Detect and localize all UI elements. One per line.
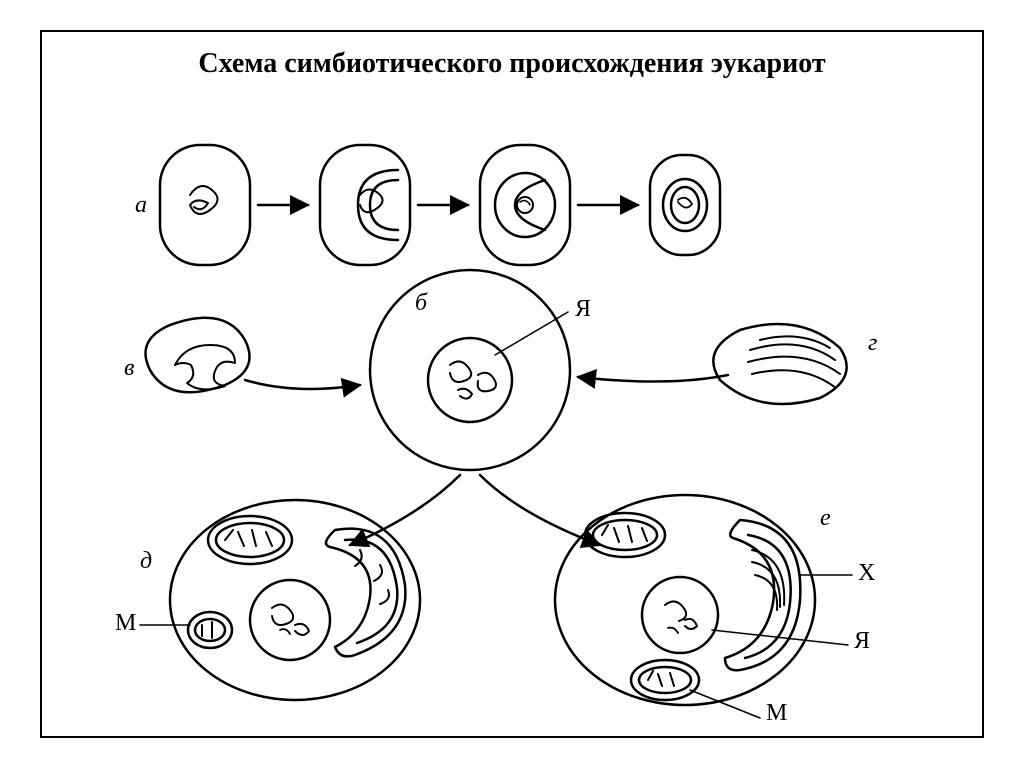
label-v: в (124, 355, 134, 382)
cell-b (370, 270, 570, 470)
label-Ya-1: Я (575, 296, 591, 323)
label-M-1: М (115, 610, 136, 637)
label-Ya-2: Я (854, 628, 870, 655)
label-d: д (140, 548, 152, 575)
label-e: е (820, 505, 831, 532)
cell-a1 (160, 145, 250, 265)
cell-d (140, 500, 420, 700)
cell-a3 (480, 145, 570, 265)
label-X: Х (858, 560, 875, 587)
label-M-2: М (766, 700, 787, 727)
bacterium-v (146, 318, 250, 393)
diagram-svg (40, 30, 984, 738)
cell-e (555, 495, 852, 718)
bacterium-g (713, 324, 846, 404)
cell-a4 (650, 155, 720, 255)
label-g: г (868, 330, 877, 357)
label-b: б (415, 290, 427, 317)
cell-a2 (320, 145, 410, 265)
label-a: а (135, 192, 147, 219)
